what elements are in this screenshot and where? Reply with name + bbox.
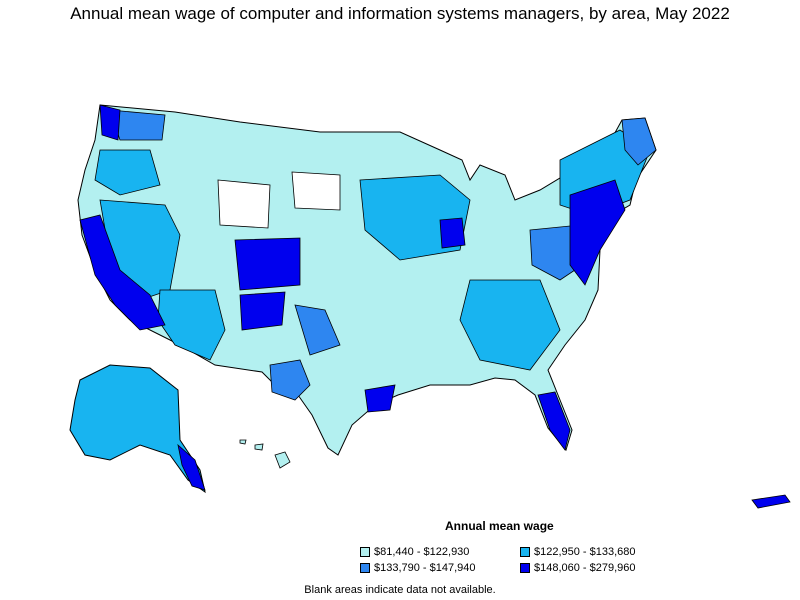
legend-item-2: $122,950 - $133,680 (520, 546, 636, 558)
legend-item-3: $133,790 - $147,940 (360, 562, 476, 574)
alaska-southeast (177, 443, 206, 491)
legend-swatch-3 (360, 563, 370, 573)
region-level4-seattle (99, 104, 121, 141)
region-level2-arizona (157, 289, 226, 361)
region-level4-northeast-corridor (569, 179, 626, 286)
legend-swatch-4 (520, 563, 530, 573)
region-level4-california (79, 214, 166, 331)
region-level4-illinois (439, 217, 466, 249)
hawaii (239, 439, 291, 469)
legend-label-3: $133,790 - $147,940 (374, 562, 476, 574)
region-level4-texas-gulf (364, 384, 396, 413)
region-level3-oklahoma (294, 304, 341, 356)
legend-swatch-1 (360, 547, 370, 557)
legend-item-1: $81,440 - $122,930 (360, 546, 469, 558)
legend-label-1: $81,440 - $122,930 (374, 546, 470, 558)
region-level3-maine (621, 117, 657, 166)
legend-label-2: $122,950 - $133,680 (534, 546, 636, 558)
puerto-rico (751, 494, 791, 509)
region-level2-southeast (459, 279, 561, 371)
region-no-data-dakotas (291, 171, 341, 211)
legend-item-4: $148,060 - $279,960 (520, 562, 636, 574)
legend-swatch-2 (520, 547, 530, 557)
legend-title: Annual mean wage (445, 519, 554, 533)
region-level4-florida (537, 391, 571, 451)
blank-areas-note: Blank areas indicate data not available. (304, 584, 496, 596)
legend-label-4: $148,060 - $279,960 (534, 562, 636, 574)
map-title: Annual mean wage of computer and informa… (70, 4, 730, 23)
alaska (69, 364, 206, 494)
region-level3-texas (269, 359, 311, 401)
region-no-data-wyoming (217, 179, 271, 229)
region-level2-northwest (94, 149, 161, 196)
region-level4-colorado (234, 237, 301, 291)
region-level4-new-mexico (239, 291, 286, 331)
